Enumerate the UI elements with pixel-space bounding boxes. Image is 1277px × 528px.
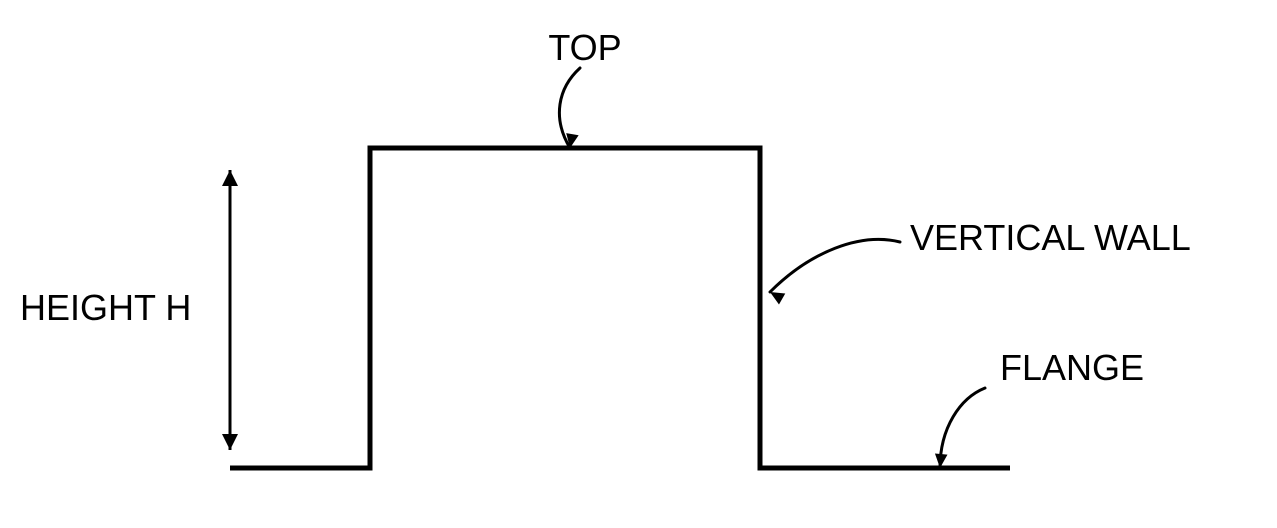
leader-flange bbox=[940, 388, 985, 468]
leader-vertical-wall bbox=[770, 239, 900, 292]
height-arrowhead-up bbox=[222, 170, 238, 186]
text-vertical-wall: VERTICAL WALL bbox=[910, 217, 1191, 258]
text-flange: FLANGE bbox=[1000, 347, 1144, 388]
text-height: HEIGHT H bbox=[20, 287, 191, 328]
height-arrowhead-down bbox=[222, 434, 238, 450]
hat-profile bbox=[230, 148, 1010, 468]
leader-vertical-wall-arrowhead bbox=[770, 292, 785, 304]
text-top: TOP bbox=[548, 27, 621, 68]
